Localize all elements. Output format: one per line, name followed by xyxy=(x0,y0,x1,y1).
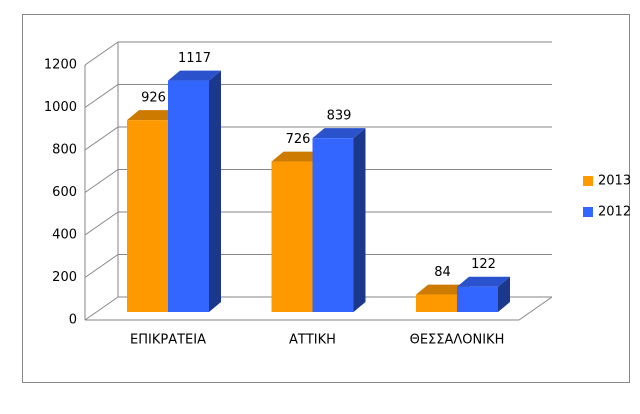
bar-side xyxy=(498,276,510,312)
bar-top xyxy=(416,284,469,295)
data-label: 839 xyxy=(327,109,352,124)
y-tick-label: 1200 xyxy=(44,58,77,73)
y-tick-label: 0 xyxy=(69,313,77,328)
bar-top xyxy=(312,128,366,139)
legend-swatch xyxy=(583,207,593,217)
data-label: 926 xyxy=(141,91,166,106)
legend-label: 2012 xyxy=(598,205,631,220)
bar-side xyxy=(353,128,366,312)
grid-line xyxy=(84,211,119,236)
x-tick-label: ΑΤΤΙΚΗ xyxy=(289,333,336,348)
data-label: 122 xyxy=(471,257,496,272)
data-label: 84 xyxy=(434,265,451,280)
grid-line xyxy=(84,41,119,66)
floor-line xyxy=(518,296,553,321)
grid-line xyxy=(84,126,119,151)
data-label: 726 xyxy=(286,132,311,147)
grid-line xyxy=(84,296,119,321)
bar-top xyxy=(127,110,180,121)
bar xyxy=(168,80,209,312)
bar xyxy=(416,294,457,312)
bar xyxy=(457,286,498,312)
bar xyxy=(271,161,313,312)
grid-line xyxy=(84,254,119,278)
y-tick-label: 1000 xyxy=(44,100,77,115)
legend-swatch xyxy=(583,176,593,186)
y-tick-label: 600 xyxy=(52,185,77,200)
grid-line xyxy=(84,169,119,193)
bar-top xyxy=(457,276,510,287)
x-tick-label: ΘΕΣΣΑΛΟΝΙΚΗ xyxy=(410,333,505,348)
bar-top xyxy=(271,151,325,162)
y-tick-label: 200 xyxy=(52,270,77,285)
data-label: 1117 xyxy=(178,51,211,66)
y-tick-label: 400 xyxy=(52,228,77,243)
bar xyxy=(312,138,354,312)
x-tick-label: ΕΠΙΚΡΑΤΕΙΑ xyxy=(130,333,206,348)
bar-side xyxy=(209,70,221,312)
bar-top xyxy=(168,70,221,81)
legend-label: 2013 xyxy=(598,174,631,189)
y-tick-label: 800 xyxy=(52,143,77,158)
bar xyxy=(127,120,168,312)
grid-line xyxy=(84,84,119,108)
